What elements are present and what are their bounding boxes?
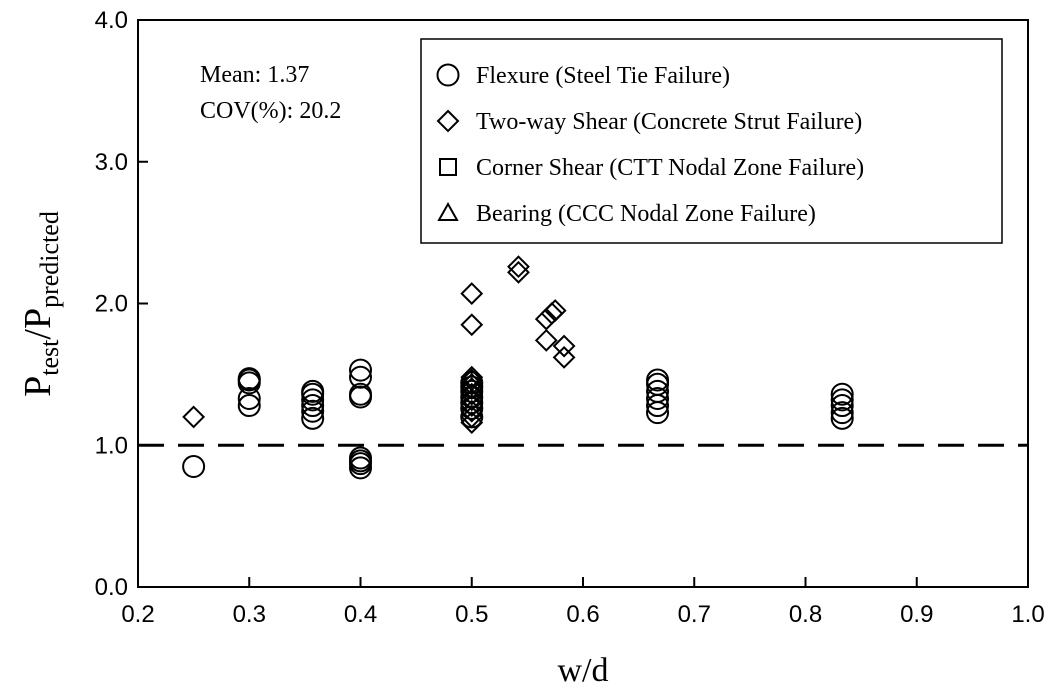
y-tick-label: 3.0 — [95, 149, 128, 176]
x-tick-label: 0.8 — [789, 601, 822, 628]
data-point-circle — [301, 394, 325, 418]
y-axis-label-sub-predicted: predicted — [35, 211, 64, 308]
data-point-circle — [349, 446, 372, 470]
y-axis-label-main: P — [17, 376, 59, 397]
data-point-circle — [830, 388, 854, 412]
legend-marker-triangle — [437, 201, 459, 221]
data-point-circle — [349, 358, 372, 382]
legend-marker-diamond — [436, 109, 460, 133]
data-point-circle — [349, 382, 372, 406]
x-tick-label: 0.7 — [678, 601, 711, 628]
legend-label: Two-way Shear (Concrete Strut Failure) — [476, 109, 862, 135]
data-point-circle — [830, 406, 854, 430]
legend-label: Corner Shear (CTT Nodal Zone Failure) — [476, 155, 864, 181]
data-point-diamond — [460, 313, 484, 337]
data-point-diamond — [507, 260, 530, 284]
data-point-circle — [646, 379, 670, 403]
y-tick-label: 4.0 — [95, 7, 128, 34]
y-axis-label-sub-test: test — [35, 339, 64, 376]
data-point-circle — [301, 379, 325, 403]
data-point-circle — [301, 399, 325, 423]
data-point-diamond — [534, 307, 558, 331]
legend-items: Flexure (Steel Tie Failure) Two-way Shear… — [436, 63, 864, 227]
data-point-diamond — [552, 345, 576, 369]
x-tick-label: 0.3 — [233, 601, 266, 628]
data-marks — [182, 255, 854, 480]
x-tick-label: 1.0 — [1011, 601, 1044, 628]
y-axis-label-slash: /P — [17, 308, 59, 340]
data-point-circle — [301, 406, 325, 430]
data-point-circle — [237, 367, 261, 391]
y-tick-label: 0.0 — [95, 574, 128, 601]
data-point-diamond — [182, 405, 206, 429]
legend: Flexure (Steel Tie Failure) Two-way Shear… — [420, 38, 1003, 244]
data-point-diamond — [507, 255, 530, 279]
data-point-circle — [830, 382, 854, 406]
data-point-diamond — [552, 334, 576, 358]
y-tick-label: 1.0 — [95, 432, 128, 459]
x-tick-label: 0.6 — [566, 601, 599, 628]
data-point-circle — [349, 365, 372, 389]
legend-label: Bearing (CCC Nodal Zone Failure) — [476, 201, 816, 227]
legend-label: Flexure (Steel Tie Failure) — [476, 63, 730, 89]
x-axis-ticks: 0.2 0.3 0.4 0.5 0.6 0.7 0.8 0.9 1.0 — [121, 577, 1045, 628]
legend-box — [420, 38, 1003, 244]
x-tick-label: 0.9 — [900, 601, 933, 628]
data-point-diamond — [460, 282, 484, 305]
data-point-diamond — [460, 368, 484, 392]
y-axis-ticks: 0.0 1.0 2.0 3.0 4.0 — [95, 7, 148, 601]
legend-marker-circle — [436, 63, 460, 87]
data-point-circle — [237, 394, 261, 418]
x-tick-label: 0.5 — [455, 601, 488, 628]
data-point-circle — [646, 368, 670, 392]
data-point-circle — [237, 386, 261, 410]
data-point-circle — [646, 386, 670, 410]
data-point-diamond — [460, 377, 484, 400]
y-tick-label: 2.0 — [95, 291, 128, 318]
data-point-circle — [830, 394, 854, 418]
data-point-diamond — [534, 328, 558, 352]
stat-cov: COV(%): 20.2 — [200, 98, 341, 124]
x-tick-label: 0.2 — [121, 601, 154, 628]
data-point-diamond — [460, 365, 484, 389]
x-axis-label: w/d — [558, 652, 609, 689]
y-axis-label: Ptest/Ppredicted — [17, 211, 64, 397]
stat-mean: Mean: 1.37 — [200, 62, 309, 88]
data-point-circle — [830, 401, 854, 425]
legend-marker-square — [439, 158, 457, 176]
data-point-diamond — [543, 299, 567, 323]
x-tick-label: 0.4 — [344, 601, 377, 628]
data-point-circle — [182, 455, 206, 479]
data-point-circle — [301, 388, 325, 412]
